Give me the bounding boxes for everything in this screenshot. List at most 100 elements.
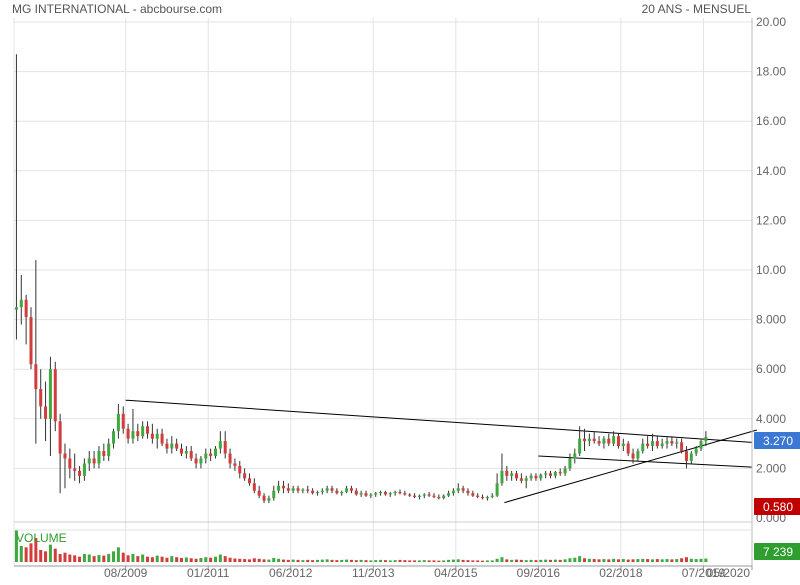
- candle-body: [383, 491, 387, 495]
- candle-body: [73, 468, 77, 471]
- volume-bar: [558, 559, 562, 562]
- candle-body: [262, 495, 266, 501]
- volume-bar: [364, 560, 368, 562]
- candle: [650, 433, 654, 452]
- candle-body: [437, 496, 441, 499]
- candle: [194, 453, 198, 469]
- volume-bar: [238, 558, 242, 562]
- candle: [296, 485, 300, 494]
- candle: [631, 448, 635, 464]
- candle: [39, 369, 43, 419]
- candle: [345, 485, 349, 494]
- x-tick-label: 04/2015: [434, 566, 478, 580]
- candle: [223, 431, 227, 459]
- volume-bar: [437, 560, 441, 562]
- volume-bar: [146, 556, 150, 562]
- volume-bar: [616, 559, 620, 562]
- volume-bar: [408, 560, 412, 562]
- candle: [359, 490, 363, 497]
- y-tick-label: 14.00: [756, 164, 786, 178]
- candle: [675, 438, 679, 449]
- candle: [519, 473, 523, 484]
- candle-body: [63, 453, 67, 459]
- candle: [209, 448, 213, 461]
- candle: [466, 488, 470, 496]
- volume-bar: [587, 558, 591, 562]
- candle-body: [277, 485, 281, 491]
- candle: [97, 446, 101, 469]
- y-tick-label: 4.000: [756, 412, 786, 426]
- candle-body: [267, 498, 271, 501]
- volume-value: 7 239: [763, 545, 793, 559]
- candle-body: [204, 453, 208, 459]
- candle: [277, 480, 281, 494]
- candle-body: [44, 406, 48, 419]
- candle: [228, 448, 232, 469]
- candle-body: [471, 493, 475, 496]
- volume-bar: [243, 559, 247, 562]
- candle-body: [621, 443, 625, 447]
- y-tick-label: 12.00: [756, 213, 786, 227]
- volume-badge: 7 239: [754, 543, 800, 560]
- volume-bar: [413, 560, 417, 562]
- volume-bar: [223, 556, 227, 562]
- volume-bar: [519, 559, 523, 562]
- candle-body: [447, 493, 451, 496]
- volume-bar: [53, 548, 57, 562]
- candle-body: [417, 495, 421, 497]
- volume-bar: [481, 560, 485, 562]
- candle: [534, 473, 538, 481]
- candle-body: [427, 494, 431, 496]
- candle: [14, 54, 18, 340]
- volume-bar: [529, 559, 533, 562]
- candle-body: [689, 453, 693, 461]
- candle: [73, 453, 77, 481]
- candle-body: [675, 442, 679, 444]
- volume-bar: [578, 556, 582, 562]
- volume-bar: [388, 560, 392, 562]
- volume-bar: [612, 558, 616, 562]
- volume-bar: [515, 559, 519, 562]
- volume-bar: [597, 559, 601, 562]
- candle: [680, 438, 684, 454]
- candle: [213, 446, 217, 459]
- volume-bar: [704, 558, 708, 562]
- volume-bar: [194, 558, 198, 562]
- candle: [471, 490, 475, 497]
- candle: [175, 438, 179, 452]
- candle: [170, 436, 174, 454]
- volume-bar: [175, 557, 179, 562]
- candle: [141, 421, 145, 439]
- candle: [456, 483, 460, 494]
- candle-body: [684, 451, 688, 461]
- candle: [655, 436, 659, 449]
- candle: [505, 465, 509, 481]
- candle: [660, 438, 664, 449]
- candle: [592, 431, 596, 444]
- candle: [340, 490, 344, 496]
- candle-body: [422, 494, 426, 496]
- candle: [442, 494, 446, 500]
- y-tick-label: 18.00: [756, 65, 786, 79]
- candle-body: [112, 431, 116, 444]
- candle: [306, 485, 310, 494]
- candle: [413, 493, 417, 499]
- candle: [364, 490, 368, 497]
- volume-bar: [150, 557, 154, 562]
- candle: [529, 473, 533, 481]
- candle-body: [354, 490, 358, 495]
- candle-body: [14, 307, 18, 310]
- volume-bar: [660, 559, 664, 562]
- candle: [587, 433, 591, 447]
- candle-body: [155, 433, 159, 439]
- candle-body: [311, 490, 315, 494]
- volume-bar: [213, 556, 217, 562]
- candle-body: [345, 488, 349, 492]
- candle: [218, 431, 222, 454]
- candle-body: [238, 465, 242, 474]
- candle: [29, 307, 33, 370]
- candle-body: [558, 472, 562, 474]
- x-tick-label: 08/2009: [104, 566, 148, 580]
- candle: [330, 485, 334, 494]
- candle: [388, 491, 392, 497]
